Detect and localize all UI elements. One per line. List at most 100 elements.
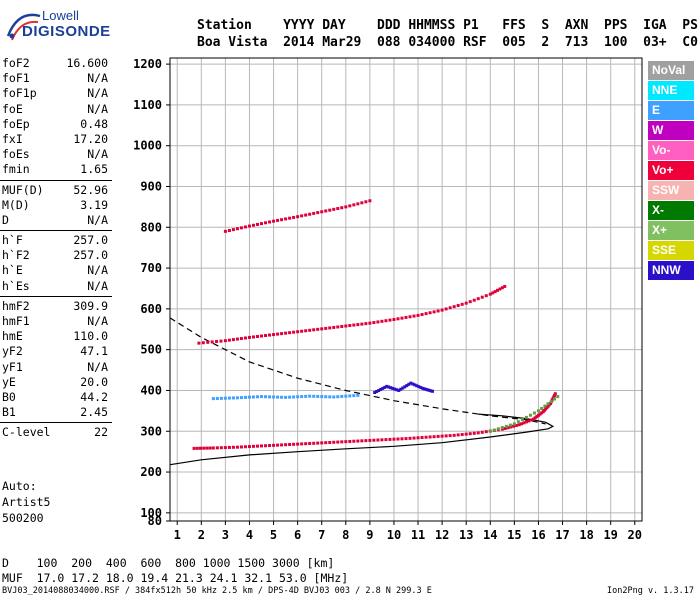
echo-point	[304, 213, 308, 217]
echo-point	[316, 211, 320, 215]
echo-point	[239, 396, 243, 400]
echo-point	[409, 381, 413, 385]
echo-point	[389, 386, 393, 390]
param-label: B1	[2, 405, 16, 420]
echo-point	[296, 215, 300, 219]
echo-point	[192, 446, 196, 450]
echo-point	[223, 339, 227, 343]
echo-point	[440, 308, 444, 312]
echo-point	[292, 442, 296, 446]
echo-point	[500, 286, 504, 290]
legend-item: SSW	[648, 181, 694, 200]
param-value: 257.0	[73, 233, 108, 248]
echo-point	[316, 394, 320, 398]
echo-point	[328, 440, 332, 444]
param-value: N/A	[87, 101, 108, 116]
header-line-1: Station YYYY DAY DDD HHMMSS P1 FFS S AXN…	[197, 18, 698, 33]
echo-point	[344, 324, 348, 328]
y-tick-label: 800	[140, 220, 162, 234]
echo-point	[415, 384, 419, 388]
param-row: h`Es N/A	[0, 279, 112, 294]
echo-point	[308, 212, 312, 216]
profile-curves	[169, 317, 555, 466]
param-row: D N/A	[0, 213, 112, 228]
echo-point	[251, 444, 255, 448]
param-row: C-level 22	[0, 425, 112, 440]
echo-point	[549, 399, 553, 403]
echo-point	[400, 437, 404, 441]
echo-point	[556, 395, 560, 399]
echo-point	[308, 394, 312, 398]
echo-point	[456, 303, 460, 307]
logo-mark-icon	[6, 13, 41, 41]
echo-point	[480, 430, 484, 434]
param-value: 16.600	[66, 56, 108, 70]
y-tick-label: 100	[140, 506, 162, 520]
echo-point	[255, 444, 259, 448]
legend-item: X-	[648, 201, 694, 220]
param-row: yF2 47.1	[0, 344, 112, 359]
param-label: M(D)	[2, 197, 30, 212]
x-tick-label: 19	[603, 528, 617, 542]
echo-point	[227, 228, 231, 232]
echo-point	[377, 388, 381, 392]
echo-point	[416, 313, 420, 317]
param-label: foEp	[2, 116, 30, 131]
echo-point	[336, 325, 340, 329]
legend-item: SSE	[648, 241, 694, 260]
param-label: h`F2	[2, 248, 30, 263]
echo-point	[388, 318, 392, 322]
param-separator	[0, 179, 112, 181]
param-row: h`E N/A	[0, 263, 112, 278]
echo-point	[356, 439, 360, 443]
echo-point	[426, 388, 430, 392]
echo-point	[385, 384, 389, 388]
echo-point	[227, 445, 231, 449]
echo-point	[316, 441, 320, 445]
echo-point	[360, 201, 364, 205]
echo-point	[416, 436, 420, 440]
echo-point	[524, 415, 528, 419]
param-separator	[0, 230, 112, 232]
x-tick-label: 17	[555, 528, 569, 542]
echo-point	[535, 415, 539, 419]
echo-point	[247, 395, 251, 399]
echo-point	[444, 307, 448, 311]
echo-point	[348, 204, 352, 208]
auto-artist: Artist5	[2, 495, 51, 509]
echo-point	[498, 287, 502, 291]
echo-point	[493, 290, 497, 294]
echo-point	[197, 341, 201, 345]
echo-point	[476, 297, 480, 301]
parameter-table: foF2 16.600 foF1 N/A foF1p N/A foE N/A foEp 0.48 f…	[0, 56, 112, 441]
echo-point	[255, 334, 259, 338]
echo-point	[239, 226, 243, 230]
echo-point	[223, 229, 227, 233]
param-label: yE	[2, 374, 16, 389]
echo-point	[408, 436, 412, 440]
echo-point	[448, 434, 452, 438]
param-label: fmin	[2, 162, 30, 177]
echo-point	[540, 406, 544, 410]
echo-point	[284, 395, 288, 399]
echo-point	[379, 387, 383, 391]
echo-point	[512, 422, 516, 426]
echo-point	[506, 426, 510, 430]
autoscaling-info: Auto: Artist5 500200	[2, 478, 50, 526]
param-value: 17.20	[73, 131, 108, 146]
echo-point	[417, 385, 421, 389]
echo-point	[424, 435, 428, 439]
echo-point	[504, 424, 508, 428]
x-tick-label: 20	[628, 528, 642, 542]
param-label: foF1	[2, 71, 30, 86]
muf-table: D 100 200 400 600 800 1000 1500 3000 [km…	[2, 556, 348, 586]
echo-point	[348, 439, 352, 443]
param-label: foF1p	[2, 86, 37, 101]
y-tick-label: 300	[140, 424, 162, 438]
echo-point	[529, 418, 533, 422]
echo-point	[227, 338, 231, 342]
param-row: M(D) 3.19	[0, 198, 112, 213]
param-value: 257.0	[73, 248, 108, 263]
echo-point	[223, 396, 227, 400]
